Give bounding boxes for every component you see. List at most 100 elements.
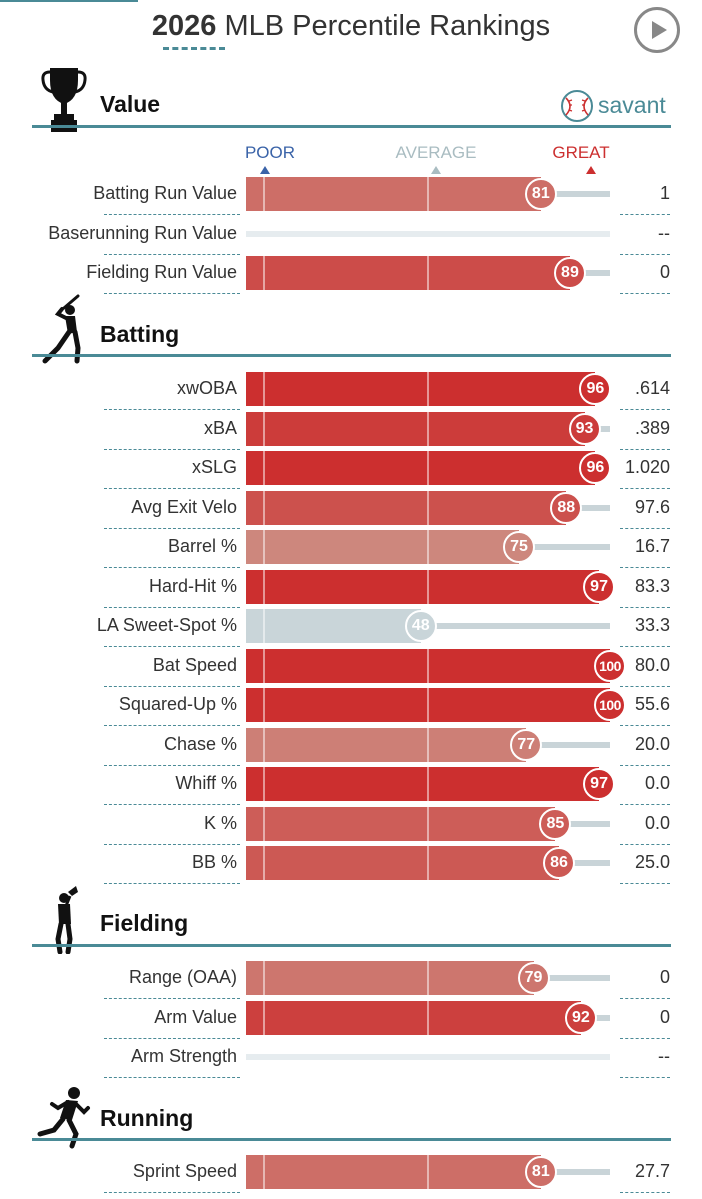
legend-average-arrow bbox=[431, 166, 441, 174]
metric-label: Sprint Speed bbox=[132, 1161, 237, 1181]
row-separator bbox=[620, 214, 670, 215]
legend-poor: POOR bbox=[244, 143, 296, 162]
percentile-tail bbox=[519, 544, 610, 550]
bar-gridline bbox=[263, 569, 266, 604]
row-separator bbox=[104, 293, 240, 294]
percentile-bar bbox=[246, 569, 600, 604]
play-button[interactable] bbox=[634, 7, 680, 53]
section-title-fielding: Fielding bbox=[100, 910, 189, 936]
percentile-bar bbox=[246, 530, 519, 564]
row-separator bbox=[620, 725, 670, 726]
bar-gridline bbox=[263, 846, 266, 880]
bar-gridline bbox=[427, 411, 429, 446]
metric-label: xSLG bbox=[191, 457, 237, 477]
percentile-bar bbox=[246, 451, 596, 485]
percentile-marker[interactable]: 97 bbox=[583, 570, 616, 603]
metric-value: 55.6 bbox=[634, 694, 670, 714]
bar-gridline bbox=[427, 1000, 429, 1035]
percentile-bar bbox=[246, 609, 421, 643]
percentile-tail bbox=[533, 975, 610, 981]
section-title-value: Value bbox=[100, 91, 161, 117]
bar-gridline bbox=[427, 1155, 429, 1189]
bar-gridline bbox=[427, 727, 429, 762]
bar-gridline bbox=[263, 530, 266, 564]
row-separator bbox=[104, 1192, 240, 1193]
percentile-bar bbox=[246, 1000, 581, 1035]
row-separator bbox=[620, 606, 670, 608]
percentile-marker[interactable]: 85 bbox=[539, 807, 572, 840]
percentile-marker[interactable]: 97 bbox=[583, 768, 616, 800]
percentile-marker[interactable]: 77 bbox=[510, 728, 543, 761]
row-separator bbox=[104, 1077, 240, 1078]
page-title: 2026 MLB Percentile Rankings bbox=[0, 10, 702, 43]
section-divider bbox=[32, 125, 671, 128]
row-separator bbox=[620, 253, 670, 255]
metric-value: 0 bbox=[659, 262, 670, 282]
percentile-marker[interactable]: 79 bbox=[517, 962, 550, 994]
top-accent-line bbox=[0, 0, 138, 2]
metric-value: .389 bbox=[634, 417, 670, 438]
metric-label: Arm Value bbox=[154, 1006, 237, 1027]
percentile-tail bbox=[566, 504, 610, 511]
section-divider bbox=[32, 1138, 671, 1141]
percentile-tail bbox=[569, 270, 610, 276]
metric-value: 27.7 bbox=[634, 1161, 670, 1181]
bar-gridline bbox=[263, 806, 266, 841]
row-separator bbox=[104, 725, 240, 726]
bar-gridline bbox=[427, 569, 429, 604]
percentile-marker[interactable]: 75 bbox=[503, 531, 535, 563]
row-separator bbox=[104, 253, 240, 255]
row-separator bbox=[104, 685, 240, 687]
metric-label: Range (OAA) bbox=[128, 967, 237, 987]
percentile-marker[interactable]: 88 bbox=[550, 491, 583, 524]
legend-great-arrow bbox=[586, 166, 596, 174]
trophy-icon bbox=[41, 68, 87, 132]
row-separator bbox=[620, 685, 670, 687]
percentile-marker[interactable]: 48 bbox=[404, 610, 437, 642]
percentile-marker[interactable]: 92 bbox=[564, 1001, 597, 1034]
title-text: MLB Percentile Rankings bbox=[224, 10, 551, 42]
fielder-icon bbox=[55, 886, 78, 954]
percentile-marker[interactable]: 100 bbox=[594, 689, 626, 721]
row-separator bbox=[104, 448, 240, 450]
percentile-bar bbox=[246, 767, 600, 801]
play-icon bbox=[652, 21, 667, 39]
metric-value: 1 bbox=[659, 183, 670, 203]
row-separator bbox=[620, 1037, 670, 1039]
percentile-marker[interactable]: 100 bbox=[594, 649, 626, 682]
metric-label: Hard-Hit % bbox=[148, 575, 237, 596]
row-separator bbox=[104, 488, 240, 489]
row-separator bbox=[104, 764, 240, 766]
percentile-bar bbox=[246, 846, 560, 880]
metric-value: 1.020 bbox=[624, 457, 670, 477]
legend-great: GREAT bbox=[552, 143, 610, 162]
row-separator bbox=[620, 883, 670, 884]
row-separator bbox=[620, 488, 670, 489]
percentile-track bbox=[246, 1054, 610, 1060]
percentile-marker[interactable]: 93 bbox=[568, 412, 601, 445]
savant-logo-text: savant bbox=[598, 92, 666, 118]
bar-gridline bbox=[263, 648, 266, 683]
row-separator bbox=[620, 448, 670, 450]
bar-gridline bbox=[263, 727, 266, 762]
bar-gridline bbox=[427, 490, 429, 525]
percentile-marker[interactable]: 86 bbox=[543, 847, 576, 879]
percentile-marker[interactable]: 81 bbox=[524, 1156, 557, 1188]
metric-value: 25.0 bbox=[634, 852, 670, 872]
percentile-marker[interactable]: 89 bbox=[553, 257, 586, 289]
title-underline bbox=[163, 47, 225, 50]
section-divider bbox=[32, 354, 671, 357]
section-divider bbox=[32, 944, 671, 947]
baseball-icon bbox=[561, 90, 593, 122]
metric-value: 33.3 bbox=[634, 615, 670, 635]
percentile-bar bbox=[246, 372, 596, 406]
bar-gridline bbox=[263, 609, 266, 643]
savant-logo: savant bbox=[560, 89, 666, 128]
percentile-marker[interactable]: 96 bbox=[579, 373, 612, 405]
percentile-marker[interactable]: 96 bbox=[579, 452, 612, 484]
percentile-marker[interactable]: 81 bbox=[524, 178, 557, 210]
metric-label: xBA bbox=[203, 417, 237, 438]
bar-gridline bbox=[427, 451, 429, 485]
bar-gridline bbox=[263, 1155, 266, 1189]
metric-value: 0 bbox=[659, 1006, 670, 1027]
